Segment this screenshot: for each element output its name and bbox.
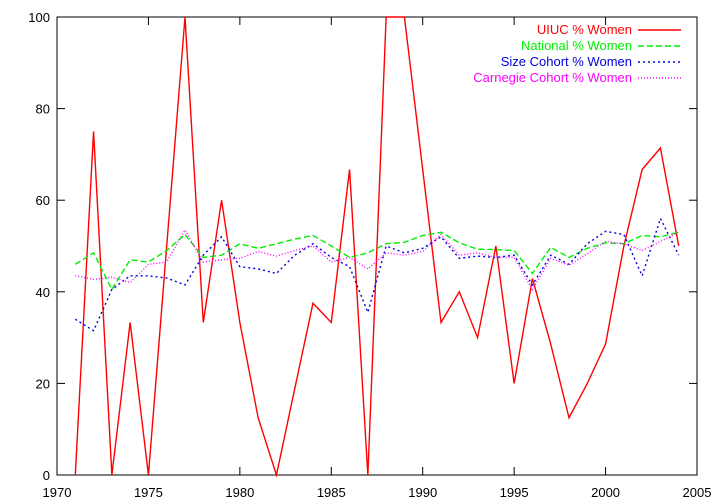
legend-label: Carnegie Cohort % Women [473, 70, 632, 85]
y-tick-label: 40 [36, 285, 50, 300]
x-tick-label: 1975 [134, 485, 163, 500]
series-line-2 [74, 216, 680, 332]
x-tick-label: 1985 [317, 485, 346, 500]
y-tick-label: 100 [28, 10, 50, 25]
plot-frame [56, 16, 698, 476]
series-line-0 [74, 16, 680, 478]
legend-label: Size Cohort % Women [501, 54, 632, 69]
legend-label: National % Women [521, 38, 632, 53]
series-layer [74, 16, 680, 478]
axis-ticks: 1970 1975 1980 1985 1990 1995 2000 2005 0 20 40 60 8… [28, 10, 711, 500]
y-tick-label: 80 [36, 102, 50, 117]
series-line-1 [74, 231, 679, 291]
series-line-3 [75, 228, 680, 291]
y-tick-label: 0 [43, 468, 50, 483]
x-tick-label: 1970 [43, 485, 72, 500]
x-tick-label: 1980 [225, 485, 254, 500]
legend-label: UIUC % Women [537, 22, 632, 37]
y-tick-label: 20 [36, 376, 50, 391]
x-tick-label: 2000 [591, 485, 620, 500]
x-tick-label: 2005 [683, 485, 712, 500]
x-tick-label: 1995 [500, 485, 529, 500]
y-tick-label: 60 [36, 193, 50, 208]
x-tick-label: 1990 [408, 485, 437, 500]
